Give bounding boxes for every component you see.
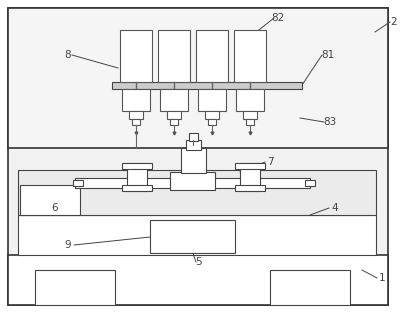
Bar xyxy=(235,163,265,169)
Bar xyxy=(205,111,219,119)
Text: 4: 4 xyxy=(332,203,338,213)
Bar xyxy=(234,30,266,82)
Bar xyxy=(198,89,226,111)
Bar xyxy=(186,140,201,150)
Bar xyxy=(35,270,115,305)
Bar xyxy=(122,89,150,111)
Bar xyxy=(246,119,254,125)
Bar xyxy=(167,111,181,119)
Bar xyxy=(18,215,376,255)
Text: 6: 6 xyxy=(52,203,58,213)
Bar xyxy=(235,185,265,191)
Bar xyxy=(18,170,376,215)
Bar xyxy=(73,180,83,186)
Text: 81: 81 xyxy=(321,50,334,60)
Bar xyxy=(181,148,206,173)
Bar xyxy=(189,133,198,141)
Text: 2: 2 xyxy=(391,17,397,27)
Bar xyxy=(120,30,152,82)
Bar xyxy=(129,111,143,119)
Bar xyxy=(150,220,235,253)
Text: 1: 1 xyxy=(379,273,385,283)
Bar xyxy=(122,185,152,191)
Bar xyxy=(240,163,260,191)
Bar xyxy=(236,89,264,111)
Bar xyxy=(270,270,350,305)
Bar xyxy=(8,255,388,305)
Bar xyxy=(158,30,190,82)
Bar xyxy=(127,163,147,191)
Bar xyxy=(196,30,228,82)
Bar xyxy=(170,119,178,125)
Bar xyxy=(20,185,80,215)
Text: 5: 5 xyxy=(195,257,201,267)
Bar xyxy=(208,119,216,125)
Text: 83: 83 xyxy=(323,117,336,127)
Bar xyxy=(122,163,152,169)
Bar xyxy=(243,111,257,119)
Bar xyxy=(160,89,188,111)
Bar xyxy=(305,180,315,186)
Bar xyxy=(8,8,388,148)
Bar xyxy=(170,172,215,190)
Text: 82: 82 xyxy=(271,13,285,23)
Bar xyxy=(132,119,140,125)
Bar xyxy=(75,178,310,188)
Text: 9: 9 xyxy=(65,240,71,250)
Bar xyxy=(112,82,302,89)
Text: 8: 8 xyxy=(65,50,71,60)
Text: 7: 7 xyxy=(267,157,273,167)
